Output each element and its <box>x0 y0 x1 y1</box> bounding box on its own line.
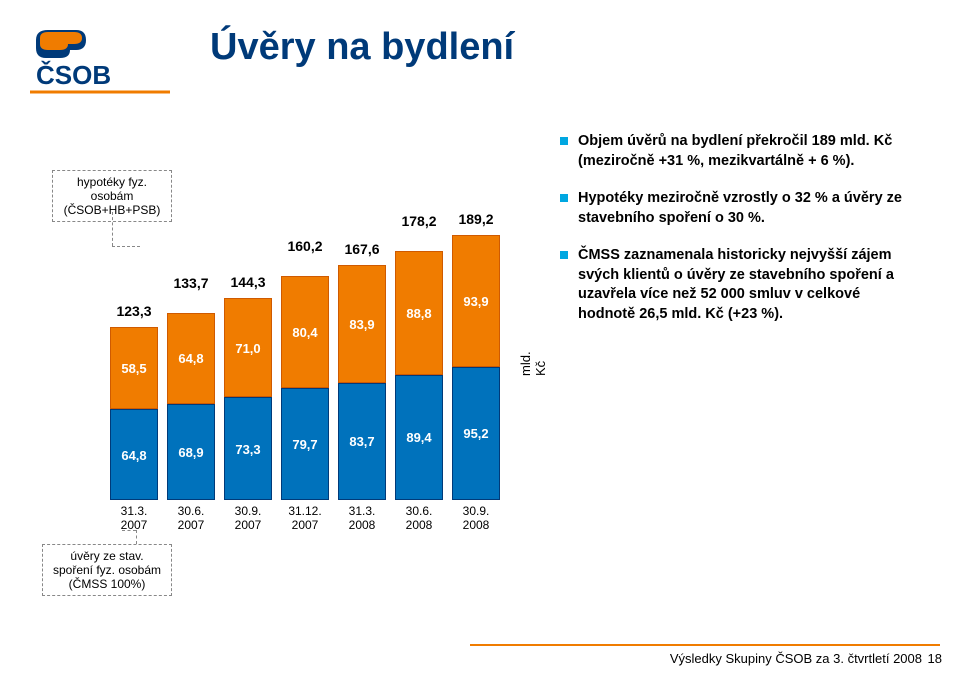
x-axis-label: 30.6.2008 <box>406 504 433 532</box>
bar-segment-bottom: 73,3 <box>224 397 272 500</box>
bar-group: 68,9 64,8 <box>167 313 215 500</box>
bar-group: 95,2 93,9 <box>452 235 500 500</box>
bar-total-label: 133,7 <box>173 275 208 291</box>
bar-segment-bottom: 83,7 <box>338 383 386 500</box>
bar-value-top: 83,9 <box>339 317 385 332</box>
plot: 64,8 58,5 68,9 64,8 73,3 71,0 79,7 80,4 83,7 83,9… <box>110 220 510 500</box>
bar-segment-top: 93,9 <box>452 235 500 366</box>
bar-value-top: 88,8 <box>396 306 442 321</box>
bar-value-bottom: 89,4 <box>396 430 442 445</box>
bar-segment-bottom: 68,9 <box>167 404 215 500</box>
leader-line2 <box>122 530 136 531</box>
x-axis-label: 31.3.2007 <box>121 504 148 532</box>
bar-value-top: 71,0 <box>225 341 271 356</box>
bar-total-label: 167,6 <box>344 241 379 257</box>
x-axis-label: 30.9.2008 <box>463 504 490 532</box>
bar-group: 73,3 71,0 <box>224 298 272 500</box>
bar-total-label: 123,3 <box>116 303 151 319</box>
bar-total-label: 189,2 <box>458 211 493 227</box>
bar-segment-top: 58,5 <box>110 327 158 409</box>
bar-value-bottom: 79,7 <box>282 437 328 452</box>
bar-segment-top: 80,4 <box>281 276 329 389</box>
bar-group: 64,8 58,5 <box>110 327 158 500</box>
bar-value-top: 93,9 <box>453 294 499 309</box>
bar-segment-top: 71,0 <box>224 298 272 397</box>
bar-segment-bottom: 95,2 <box>452 367 500 500</box>
x-axis-label: 31.12.2007 <box>288 504 321 532</box>
bar-value-bottom: 83,7 <box>339 434 385 449</box>
bar-segment-top: 83,9 <box>338 265 386 382</box>
bullet-item: Hypotéky meziročně vzrostly o 32 % a úvě… <box>560 189 920 228</box>
bar-total-label: 160,2 <box>287 238 322 254</box>
bar-segment-bottom: 89,4 <box>395 375 443 500</box>
bar-value-top: 64,8 <box>168 351 214 366</box>
bar-value-bottom: 68,9 <box>168 445 214 460</box>
bar-value-bottom: 73,3 <box>225 442 271 457</box>
logo-text: ČSOB <box>36 60 111 90</box>
bullet-item: ČMSS zaznamenala historicky nejvyšší záj… <box>560 246 920 324</box>
footer-rule <box>470 644 940 646</box>
y-axis-label: mld. Kč <box>518 351 548 376</box>
leader-line-v2 <box>136 530 137 544</box>
bar-segment-top: 64,8 <box>167 313 215 404</box>
bar-value-top: 58,5 <box>111 361 157 376</box>
bar-group: 79,7 80,4 <box>281 276 329 500</box>
footer-text: Výsledky Skupiny ČSOB za 3. čtvrtletí 20… <box>670 651 922 666</box>
x-axis-label: 31.3.2008 <box>349 504 376 532</box>
bar-total-label: 144,3 <box>230 274 265 290</box>
csob-logo: ČSOB <box>30 28 170 100</box>
bar-value-bottom: 95,2 <box>453 426 499 441</box>
bar-segment-top: 88,8 <box>395 251 443 375</box>
bar-segment-bottom: 64,8 <box>110 409 158 500</box>
footer-page-number: 18 <box>928 651 942 666</box>
bar-value-bottom: 64,8 <box>111 448 157 463</box>
bar-value-top: 80,4 <box>282 325 328 340</box>
x-axis-label: 30.9.2007 <box>235 504 262 532</box>
bar-group: 83,7 83,9 <box>338 265 386 500</box>
slide-page: ČSOB Úvěry na bydlení hypotéky fyz. osob… <box>0 0 960 678</box>
bullet-item: Objem úvěrů na bydlení překročil 189 mld… <box>560 132 920 171</box>
x-axis-label: 30.6.2007 <box>178 504 205 532</box>
bar-segment-bottom: 79,7 <box>281 388 329 500</box>
bullet-list: Objem úvěrů na bydlení překročil 189 mld… <box>560 132 920 343</box>
page-title: Úvěry na bydlení <box>210 26 514 69</box>
bar-total-label: 178,2 <box>401 213 436 229</box>
bar-group: 89,4 88,8 <box>395 251 443 500</box>
callout-cmss: úvěry ze stav. spoření fyz. osobám (ČMSS… <box>42 544 172 596</box>
chart-area: hypotéky fyz. osobám (ČSOB+HB+PSB) 64,85… <box>60 130 530 560</box>
